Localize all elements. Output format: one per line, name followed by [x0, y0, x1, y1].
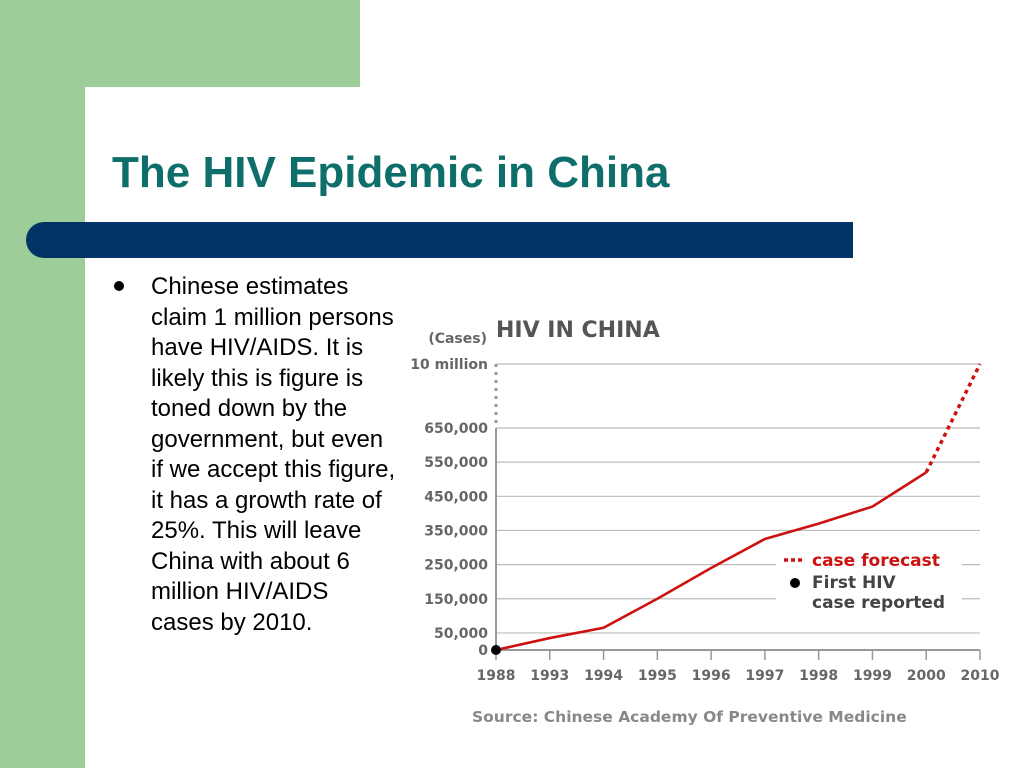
title-underline-bar	[26, 222, 853, 258]
chart-source: Source: Chinese Academy Of Preventive Me…	[472, 708, 907, 726]
y-tick-label: 50,000	[434, 626, 488, 642]
y-tick-labels: 050,000 150,000 250,000 350,000 450,000 550,0…	[410, 357, 488, 659]
forecast-line	[924, 363, 982, 474]
left-green-strip	[0, 0, 85, 768]
grid-lines	[496, 363, 980, 634]
legend-first-case-label-line2: case reported	[812, 593, 945, 613]
x-tick-label: 2010	[961, 668, 1000, 684]
legend-background	[776, 546, 962, 618]
reported-cases-line	[495, 471, 927, 652]
y-tick-label: 10 million	[410, 357, 488, 373]
y-axis-unit-label: (Cases)	[428, 331, 487, 347]
legend-forecast-label: case forecast	[812, 551, 940, 571]
x-tick-label: 1994	[584, 668, 623, 684]
legend: case forecast First HIV case reported	[776, 546, 962, 618]
axes	[494, 364, 981, 660]
x-tick-label: 1995	[638, 668, 677, 684]
series-lines	[495, 363, 982, 652]
first-case-marker	[491, 645, 501, 655]
legend-first-case-swatch	[790, 578, 800, 588]
x-tick-label: 2000	[907, 668, 946, 684]
y-tick-label: 0	[478, 643, 488, 659]
x-tick-label: 1996	[692, 668, 731, 684]
y-tick-label: 450,000	[424, 489, 488, 505]
legend-first-case-label-line1: First HIV	[812, 573, 897, 593]
chart-title: HIV IN CHINA	[496, 318, 660, 343]
x-tick-label: 1993	[530, 668, 569, 684]
x-tick-label: 1998	[799, 668, 838, 684]
x-tick-label: 1988	[477, 668, 516, 684]
markers	[491, 645, 501, 655]
y-tick-label: 350,000	[424, 523, 488, 539]
y-tick-label: 650,000	[424, 421, 488, 437]
x-tick-label: 1997	[745, 668, 784, 684]
x-tick-labels: 1988 1993 1994 1995 1996 1997 1998 1999 2000 2010	[477, 668, 1000, 684]
y-tick-label: 250,000	[424, 558, 488, 574]
x-tick-label: 1999	[853, 668, 892, 684]
hiv-in-china-chart: HIV IN CHINA (Cases) 050,000 150,000 250,0…	[410, 318, 1000, 726]
y-tick-label: 550,000	[424, 455, 488, 471]
slide-title: The HIV Epidemic in China	[112, 148, 670, 197]
y-tick-label: 150,000	[424, 592, 488, 608]
bullet-text: Chinese estimates claim 1 million person…	[151, 273, 396, 636]
bullet-dot-icon	[114, 281, 124, 291]
